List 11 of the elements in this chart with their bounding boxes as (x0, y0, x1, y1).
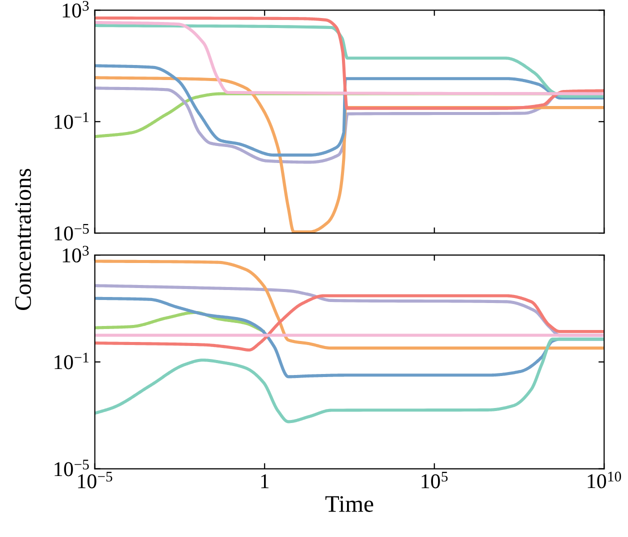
y-tick-label: 10$^{−5}$ (54, 224, 89, 240)
x-axis-title: Time (325, 496, 374, 512)
y-tick-label: 10$^{−1}$ (54, 352, 89, 370)
x-tick-label: 1 (261, 474, 269, 488)
y-tick-label: 10$^{3}$ (62, 0, 89, 18)
x-tick-label: 10$^{10}$ (588, 472, 622, 488)
x-tick-label: 10$^{5}$ (422, 472, 448, 488)
y-axis-title: Concentrations (15, 168, 32, 310)
x-tick-label: 10$^{−5}$ (78, 472, 112, 488)
y-tick-label: 10$^{3}$ (62, 246, 89, 262)
y-tick-label: 10$^{−1}$ (54, 112, 89, 129)
